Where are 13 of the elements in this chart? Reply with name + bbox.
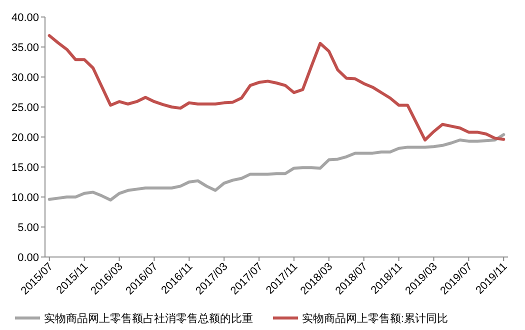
y-tick-label: 25.00: [11, 102, 39, 114]
y-tick-label: 20.00: [11, 132, 39, 144]
line-series: [48, 34, 506, 142]
legend-label: 实物商品网上零售额:累计同比: [302, 312, 448, 325]
legend-label: 实物商品网上零售额占社消零售总额的比重: [44, 312, 253, 325]
y-tick-label: 15.00: [11, 162, 39, 174]
line-series: [48, 133, 506, 202]
y-tick-label: 5.00: [18, 222, 39, 234]
y-tick-label: 40.00: [11, 12, 39, 24]
y-tick-label: 0.00: [18, 252, 39, 264]
y-tick-label: 10.00: [11, 192, 39, 204]
y-tick-label: 35.00: [11, 42, 39, 54]
y-tick-label: 30.00: [11, 72, 39, 84]
